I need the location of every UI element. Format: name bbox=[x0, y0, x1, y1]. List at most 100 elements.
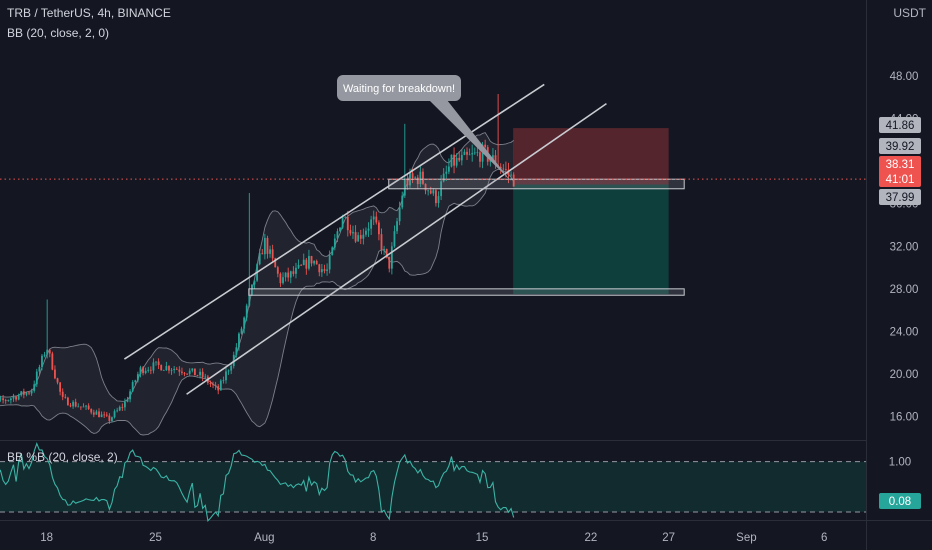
price-tick-label: 32.00 bbox=[890, 241, 919, 253]
candle bbox=[139, 365, 142, 378]
candle bbox=[90, 408, 93, 415]
candle-body bbox=[261, 253, 264, 255]
candle-body bbox=[92, 412, 95, 415]
candle-body bbox=[111, 417, 113, 421]
candle bbox=[240, 326, 243, 335]
candle-body bbox=[199, 371, 201, 376]
candle bbox=[9, 397, 12, 404]
candle-body bbox=[393, 231, 396, 247]
candle-body bbox=[160, 365, 163, 371]
candle-body bbox=[362, 234, 365, 239]
candle-body bbox=[74, 401, 77, 407]
candle-body bbox=[313, 261, 316, 264]
ascending-channel[interactable] bbox=[123, 83, 607, 395]
time-tick-label: Sep bbox=[736, 532, 756, 544]
candle bbox=[15, 395, 17, 402]
candle bbox=[7, 399, 10, 402]
candle bbox=[318, 263, 321, 277]
candle bbox=[261, 249, 264, 255]
candle-body bbox=[442, 173, 445, 182]
symbol-title[interactable]: TRB / TetherUS, 4h, BINANCE bbox=[7, 6, 171, 20]
candle bbox=[383, 245, 385, 256]
candle-body bbox=[274, 258, 277, 268]
candle bbox=[455, 153, 458, 168]
candle bbox=[168, 365, 170, 374]
candle-body bbox=[333, 238, 336, 248]
candle-body bbox=[235, 347, 238, 355]
candle bbox=[362, 228, 365, 245]
currency-label: USDT bbox=[893, 6, 926, 20]
last-price-text: 38.31 bbox=[886, 159, 915, 171]
candle-body bbox=[72, 401, 74, 407]
candle-body bbox=[323, 269, 326, 271]
candle-body bbox=[302, 259, 305, 265]
candle bbox=[476, 147, 479, 157]
candle bbox=[165, 361, 168, 371]
candle-body bbox=[98, 411, 100, 418]
candle-body bbox=[276, 267, 279, 274]
candle bbox=[492, 148, 494, 161]
candle-body bbox=[473, 152, 476, 154]
candle-body bbox=[349, 230, 352, 234]
pctb-last-value-label-text: 0.08 bbox=[889, 496, 911, 508]
candle bbox=[445, 165, 448, 182]
candle-body bbox=[48, 349, 51, 354]
candle-body bbox=[406, 178, 409, 186]
candle bbox=[98, 408, 100, 418]
candle bbox=[458, 151, 461, 162]
candle-body bbox=[403, 178, 406, 196]
candle-body bbox=[248, 295, 251, 306]
candle-body bbox=[230, 365, 233, 371]
candle-body bbox=[411, 173, 414, 178]
candle-body bbox=[69, 405, 72, 407]
candle-body bbox=[287, 272, 290, 278]
candle bbox=[170, 367, 173, 375]
candle-body bbox=[188, 370, 191, 374]
candle-body bbox=[173, 368, 176, 370]
candle-body bbox=[481, 144, 484, 162]
candle-body bbox=[136, 374, 139, 381]
time-tick-label: 27 bbox=[662, 532, 675, 544]
candle-body bbox=[113, 411, 116, 418]
candle bbox=[235, 343, 238, 358]
candle-body bbox=[466, 151, 468, 155]
candle-body bbox=[512, 174, 515, 187]
price-tick-label: 16.00 bbox=[890, 412, 919, 424]
candle-body bbox=[30, 390, 33, 394]
callout-text: Waiting for breakdown! bbox=[343, 83, 455, 95]
candle bbox=[326, 263, 328, 276]
time-axis[interactable]: 18 25 Aug 8 15 22 27 Sep 6 bbox=[40, 532, 827, 544]
candle bbox=[17, 393, 20, 401]
candle bbox=[116, 407, 119, 413]
candle-body bbox=[390, 246, 393, 269]
candle bbox=[346, 210, 349, 237]
candle bbox=[258, 248, 261, 266]
annotation-callout[interactable]: Waiting for breakdown! bbox=[337, 75, 512, 182]
candle-body bbox=[292, 271, 295, 274]
candle bbox=[54, 365, 56, 380]
bb-legend[interactable]: BB (20, close, 2, 0) bbox=[7, 26, 110, 40]
pctb-legend[interactable]: BB %B (20, close, 2) bbox=[7, 450, 118, 464]
candle-body bbox=[214, 385, 217, 387]
candle-body bbox=[499, 166, 502, 169]
candle bbox=[85, 405, 87, 411]
channel-upper-line bbox=[123, 83, 545, 360]
candle-body bbox=[450, 154, 453, 167]
candle-body bbox=[354, 232, 357, 242]
candle-body bbox=[245, 305, 248, 318]
candle-body bbox=[494, 155, 497, 166]
candle bbox=[432, 188, 435, 196]
candle bbox=[0, 395, 2, 402]
candle bbox=[380, 228, 383, 255]
candle bbox=[344, 216, 347, 218]
upper-band-price-label: 41.86 bbox=[879, 117, 921, 133]
candle bbox=[349, 224, 352, 236]
candle bbox=[263, 233, 266, 260]
candle-body bbox=[308, 256, 310, 269]
candle bbox=[468, 148, 471, 156]
candle-body bbox=[38, 367, 41, 372]
candle bbox=[390, 242, 393, 275]
candle-body bbox=[263, 237, 266, 255]
candle bbox=[46, 299, 49, 359]
